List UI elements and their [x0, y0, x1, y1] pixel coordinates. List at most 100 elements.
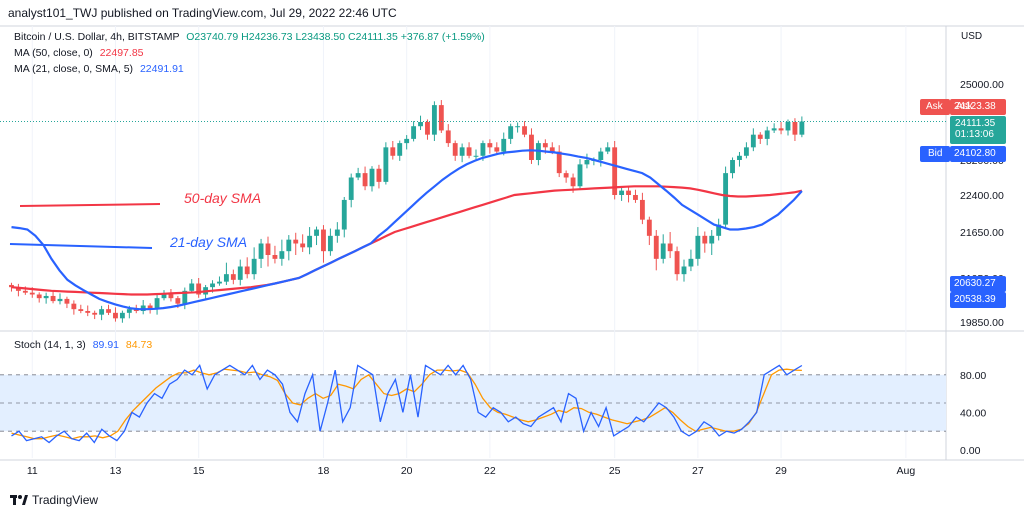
candle-body-62 — [438, 105, 444, 131]
candle-body-41 — [293, 239, 299, 244]
sma50-annotation-line — [19, 203, 161, 207]
ma-tag-1-value: 20630.27 — [954, 278, 996, 289]
candle-body-86 — [605, 147, 611, 152]
candle-body-17 — [126, 309, 132, 313]
ma-tag-2-value: 20538.39 — [954, 294, 996, 305]
candle-body-57 — [404, 138, 410, 144]
symbol-legend: Bitcoin / U.S. Dollar, 4h, BITSTAMP O237… — [14, 31, 485, 43]
candle-body-74 — [522, 126, 527, 135]
stoch-k-value: 89.91 — [92, 339, 119, 351]
time-tick-3: 18 — [318, 465, 330, 477]
candle-body-105 — [737, 155, 742, 160]
candle-body-65 — [459, 147, 465, 156]
publisher-line: analyst101_TWJ published on TradingView.… — [8, 6, 397, 20]
candle-body-39 — [279, 251, 285, 259]
candle-body-101 — [709, 235, 715, 244]
candle-body-93 — [653, 235, 659, 259]
candle-body-61 — [431, 105, 437, 135]
candle-body-69 — [487, 143, 493, 148]
ma21-label: MA (21, close, 0, SMA, 5) — [14, 63, 134, 75]
candle-body-45 — [321, 229, 326, 252]
time-tick-0: 11 — [27, 465, 38, 477]
candle-body-99 — [695, 235, 701, 259]
candle-body-64 — [452, 143, 458, 156]
candle-body-27 — [196, 283, 202, 295]
time-tick-7: 27 — [692, 465, 704, 477]
time-tick-1: 13 — [110, 465, 122, 477]
candle-body-106 — [743, 147, 749, 156]
tradingview-logo-icon — [10, 495, 28, 505]
candle-body-67 — [473, 155, 479, 157]
candle-body-12 — [92, 312, 98, 315]
candle-body-18 — [133, 309, 139, 311]
bid-tag — [950, 146, 1006, 162]
candle-body-21 — [154, 298, 160, 310]
ma21-value: 22491.91 — [139, 63, 184, 75]
ma50-legend: MA (50, close, 0) 22497.85 — [14, 47, 144, 59]
candle-body-97 — [681, 266, 687, 275]
candle-body-14 — [106, 309, 111, 313]
price-tick-3: 21650.00 — [960, 227, 1004, 239]
candle-body-4 — [36, 294, 42, 299]
last-price-tag: 24111.35 01:13:06 — [950, 116, 1006, 144]
candle-body-111 — [778, 128, 784, 131]
candle-body-103 — [723, 173, 729, 225]
stoch-d-line — [11, 368, 802, 440]
price-tick-0: 25000.00 — [960, 79, 1004, 91]
candle-body-94 — [660, 243, 666, 259]
candle-body-89 — [626, 190, 631, 195]
sma50-annotation: 50-day SMA — [184, 190, 262, 206]
candle-body-25 — [182, 290, 188, 304]
candle-body-53 — [376, 168, 382, 182]
ma-tag-1 — [950, 276, 1006, 292]
stoch-label: Stoch (14, 1, 3) — [14, 339, 86, 351]
candle-body-16 — [119, 312, 125, 319]
candle-body-36 — [258, 243, 264, 259]
stoch-tick-1: 40.00 — [960, 407, 986, 419]
stoch-tick-0: 80.00 — [960, 370, 986, 382]
candle-body-73 — [515, 126, 521, 128]
candle-body-96 — [674, 251, 680, 275]
candle-body-104 — [730, 160, 735, 174]
time-tick-6: 25 — [609, 465, 621, 477]
ohlc-values: O23740.79 H24236.73 L23438.50 C24111.35 … — [186, 31, 485, 43]
candle-body-48 — [341, 199, 347, 230]
candle-body-68 — [480, 143, 486, 156]
candle-body-8 — [64, 298, 70, 304]
candle-body-15 — [113, 312, 118, 319]
candle-body-66 — [466, 147, 472, 156]
stoch-legend: Stoch (14, 1, 3) 89.91 84.73 — [14, 339, 152, 351]
sma50-line — [11, 185, 803, 296]
candle-body-33 — [237, 266, 243, 280]
candle-body-42 — [300, 243, 306, 248]
candle-body-40 — [286, 239, 292, 252]
sma21-line — [11, 149, 803, 311]
candle-body-88 — [619, 190, 625, 195]
symbol-name: Bitcoin / U.S. Dollar, 4h, BITSTAMP — [14, 31, 180, 43]
candle-body-7 — [57, 298, 63, 302]
candle-body-63 — [445, 130, 451, 144]
candle-body-107 — [750, 134, 756, 148]
stoch-d-value: 84.73 — [125, 339, 153, 351]
candle-body-71 — [501, 138, 507, 152]
candle-body-112 — [785, 122, 791, 131]
bid-label-tag — [920, 146, 950, 162]
time-tick-9: Aug — [897, 465, 916, 477]
candle-body-100 — [702, 235, 708, 244]
candle-body-114 — [799, 121, 805, 135]
candle-body-22 — [161, 294, 167, 299]
candle-body-47 — [334, 229, 340, 236]
candle-body-46 — [327, 235, 333, 252]
candle-body-38 — [272, 255, 278, 259]
candle-body-95 — [667, 243, 673, 252]
candle-body-9 — [71, 303, 77, 310]
candle-body-23 — [168, 294, 174, 299]
time-tick-4: 20 — [401, 465, 413, 477]
ma-tag-2 — [950, 292, 1006, 308]
brand-name: TradingView — [32, 493, 99, 507]
candle-body-81 — [570, 177, 576, 187]
ma21-legend: MA (21, close, 0, SMA, 5) 22491.91 — [14, 63, 184, 75]
ask-text: Ask — [926, 101, 943, 112]
candle-body-29 — [210, 283, 215, 288]
